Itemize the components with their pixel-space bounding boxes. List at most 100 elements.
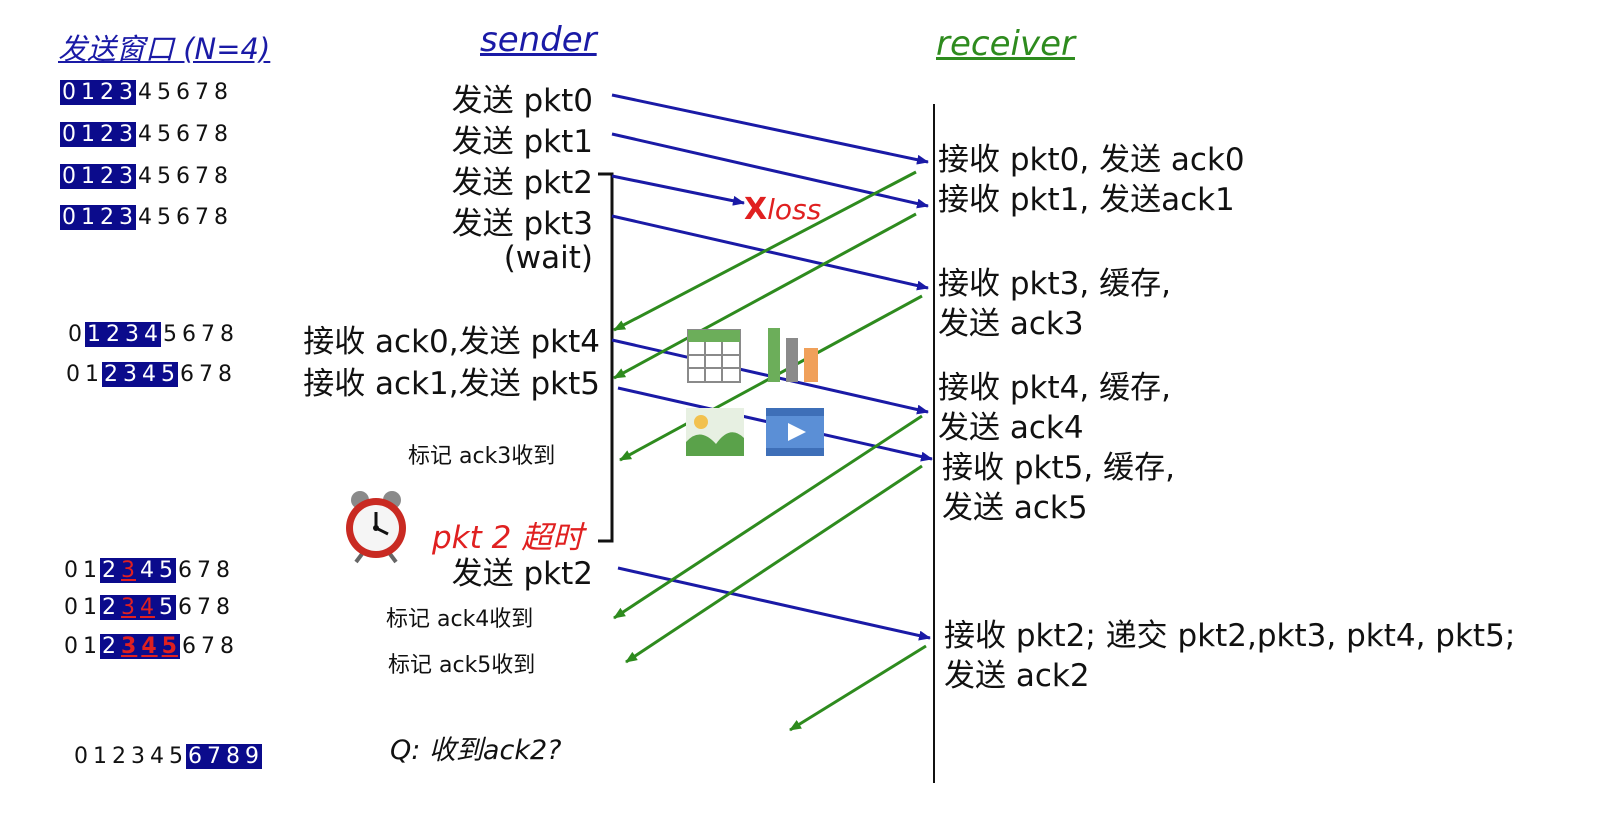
seq-number: 7 <box>201 322 216 347</box>
seq-number: 5 <box>169 744 184 769</box>
seq-number: 6 <box>176 80 191 105</box>
receiver-recv-pkt5: 接收 pkt5, 缓存, <box>942 450 1175 486</box>
seq-number: 6 <box>178 558 193 583</box>
receiver-send-ack2: 发送 ack2 <box>944 658 1090 694</box>
seq-number: 0 <box>64 558 79 583</box>
seq-number: 4 <box>150 744 165 769</box>
seq-number: 4 <box>138 205 153 230</box>
seq-number: 3 <box>119 634 140 659</box>
seq-number: 7 <box>195 122 210 147</box>
pkt1-arrow <box>611 132 929 209</box>
seq-number: 0 <box>68 322 83 347</box>
seq-number: 5 <box>163 322 178 347</box>
ack4-arrow <box>613 414 923 620</box>
seq-number: 8 <box>219 634 235 659</box>
seq-number: 5 <box>159 634 180 659</box>
sender-send-pkt1: 发送 pkt1 <box>451 124 593 160</box>
seq-number: 4 <box>142 322 161 347</box>
seq-number: 6 <box>181 634 197 659</box>
sender-header: sender <box>480 20 597 60</box>
seq-number: 7 <box>195 164 210 189</box>
seq-number: 1 <box>79 205 98 230</box>
receiver-recv-pkt3: 接收 pkt3, 缓存, <box>938 266 1171 302</box>
seq-number: 1 <box>93 744 108 769</box>
seq-number: 5 <box>157 122 172 147</box>
seq-number: 3 <box>121 362 140 387</box>
ack1-arrow <box>613 212 917 380</box>
seq-number: 3 <box>123 322 142 347</box>
ack0-arrow <box>613 170 917 332</box>
bar-chart-icon <box>768 328 818 382</box>
receiver-send-ack4: 发送 ack4 <box>938 410 1084 446</box>
sender-send-pkt0: 发送 pkt0 <box>451 83 593 119</box>
seq-number: 7 <box>199 362 214 387</box>
loss-marker: Xloss <box>744 192 821 227</box>
seq-number: 4 <box>138 122 153 147</box>
seq-number: 4 <box>140 362 159 387</box>
pkt2-resend-arrow <box>617 566 931 641</box>
seq-number: 6 <box>176 122 191 147</box>
seq-number: 6 <box>180 362 195 387</box>
table-icon <box>687 329 741 383</box>
seq-number: 2 <box>100 595 119 620</box>
seq-number: 8 <box>218 362 233 387</box>
receiver-recv-pkt0: 接收 pkt0, 发送 ack0 <box>938 142 1245 178</box>
seq-number: 6 <box>186 744 205 769</box>
sender-mark-ack3: 标记 ack3收到 <box>408 444 556 469</box>
seq-number: 2 <box>104 322 123 347</box>
seq-number: 2 <box>98 205 117 230</box>
pkt2-lost-arrow <box>611 174 745 206</box>
sender-timeout: pkt 2 超时 <box>432 520 584 556</box>
ack2-arrow <box>789 644 927 732</box>
seq-number: 1 <box>83 634 98 659</box>
seq-number: 2 <box>112 744 127 769</box>
seq-number: 5 <box>159 362 178 387</box>
seq-number: 3 <box>117 164 136 189</box>
seq-number: 7 <box>197 595 212 620</box>
seq-number: 2 <box>100 558 119 583</box>
seq-number: 0 <box>60 122 79 147</box>
sender-recv-ack1: 接收 ack1,发送 pkt5 <box>303 366 600 402</box>
seq-number: 5 <box>157 205 172 230</box>
seq-number: 0 <box>60 205 79 230</box>
seq-number: 5 <box>157 164 172 189</box>
sender-recv-ack0: 接收 ack0,发送 pkt4 <box>303 324 600 360</box>
alarm-clock-icon <box>346 491 406 564</box>
seq-number: 5 <box>157 558 176 583</box>
loss-x: X <box>744 192 768 227</box>
seq-number: 1 <box>79 122 98 147</box>
video-icon <box>766 408 824 456</box>
window-header: 发送窗口 (N=4) <box>58 32 271 66</box>
seq-number: 2 <box>98 164 117 189</box>
seq-number: 6 <box>178 595 193 620</box>
seq-number: 7 <box>200 634 216 659</box>
pkt0-arrow <box>611 93 929 165</box>
seq-number: 3 <box>119 558 138 583</box>
seq-number: 0 <box>66 362 81 387</box>
seq-number: 6 <box>182 322 197 347</box>
receiver-send-ack5: 发送 ack5 <box>942 490 1088 526</box>
seq-number: 8 <box>224 744 243 769</box>
seq-number: 8 <box>214 122 229 147</box>
sender-mark-ack4: 标记 ack4收到 <box>386 607 534 632</box>
seq-number: 2 <box>100 634 119 659</box>
seq-number: 7 <box>195 80 210 105</box>
seq-number: 2 <box>98 80 117 105</box>
question: Q: 收到ack2? <box>390 735 562 766</box>
seq-number: 1 <box>83 558 98 583</box>
ack5-arrow <box>625 464 923 664</box>
seq-number: 2 <box>102 362 121 387</box>
sender-resend-pkt2: 发送 pkt2 <box>451 556 593 592</box>
seq-number: 0 <box>60 80 79 105</box>
seq-number: 7 <box>197 558 212 583</box>
seq-number: 1 <box>83 595 98 620</box>
